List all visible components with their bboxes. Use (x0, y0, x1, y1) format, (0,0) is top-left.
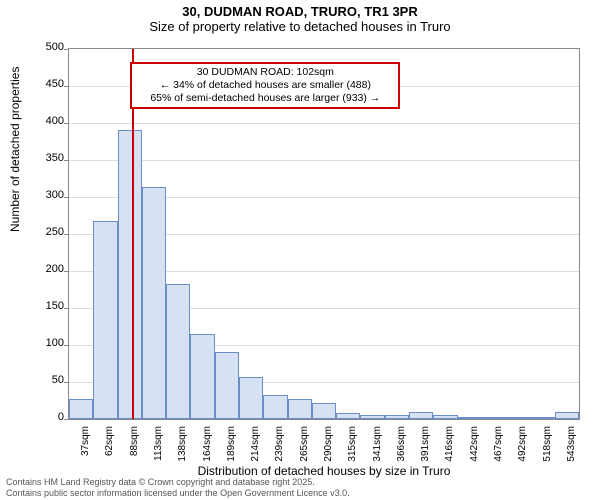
histogram-bar (118, 130, 142, 419)
x-tick-label: 62sqm (104, 426, 115, 486)
histogram-bar (288, 399, 312, 419)
x-tick-label: 290sqm (323, 426, 334, 486)
histogram-bar (482, 417, 506, 419)
histogram-bar (409, 412, 433, 419)
x-tick-label: 189sqm (226, 426, 237, 486)
title-block: 30, DUDMAN ROAD, TRURO, TR1 3PR Size of … (0, 0, 600, 34)
x-tick-label: 113sqm (153, 426, 164, 486)
chart-title-address: 30, DUDMAN ROAD, TRURO, TR1 3PR (0, 4, 600, 19)
x-tick-label: 138sqm (177, 426, 188, 486)
histogram-bar (336, 413, 360, 419)
x-tick-label: 492sqm (517, 426, 528, 486)
y-tick (64, 271, 69, 272)
histogram-bar (555, 412, 579, 419)
histogram-bar (263, 395, 287, 419)
y-tick-label: 350 (24, 152, 64, 164)
footer-line-2: Contains public sector information licen… (6, 488, 350, 498)
y-tick-label: 200 (24, 263, 64, 275)
x-tick-label: 391sqm (420, 426, 431, 486)
histogram-bar (93, 221, 117, 419)
x-tick-label: 416sqm (444, 426, 455, 486)
y-axis-label: Number of detached properties (8, 67, 22, 232)
y-tick (64, 160, 69, 161)
histogram-bar (385, 415, 409, 419)
y-tick-label: 100 (24, 337, 64, 349)
x-tick-label: 37sqm (80, 426, 91, 486)
annotation-line: 30 DUDMAN ROAD: 102sqm (138, 66, 392, 79)
y-tick (64, 308, 69, 309)
histogram-bar (506, 417, 530, 419)
annotation-box: 30 DUDMAN ROAD: 102sqm← 34% of detached … (130, 62, 400, 109)
histogram-bar (142, 187, 166, 419)
gridline (69, 123, 579, 124)
x-tick-label: 214sqm (250, 426, 261, 486)
y-tick-label: 400 (24, 115, 64, 127)
histogram-bar (360, 415, 384, 419)
x-tick-label: 88sqm (129, 426, 140, 486)
y-tick-label: 450 (24, 78, 64, 90)
histogram-bar (433, 415, 457, 419)
chart-title-desc: Size of property relative to detached ho… (0, 19, 600, 34)
chart-plot-area: 30 DUDMAN ROAD: 102sqm← 34% of detached … (68, 48, 580, 420)
y-tick-label: 500 (24, 41, 64, 53)
histogram-bar (239, 377, 263, 419)
x-tick-label: 239sqm (274, 426, 285, 486)
histogram-bar (458, 417, 482, 419)
histogram-bar (69, 399, 93, 419)
gridline (69, 160, 579, 161)
y-tick-label: 50 (24, 374, 64, 386)
x-tick-label: 366sqm (396, 426, 407, 486)
x-tick-label: 341sqm (372, 426, 383, 486)
x-tick-label: 467sqm (493, 426, 504, 486)
x-tick-label: 518sqm (542, 426, 553, 486)
y-tick-label: 250 (24, 226, 64, 238)
histogram-bar (312, 403, 336, 419)
x-tick-label: 265sqm (299, 426, 310, 486)
x-tick-label: 442sqm (469, 426, 480, 486)
y-tick (64, 49, 69, 50)
y-tick (64, 123, 69, 124)
y-tick (64, 86, 69, 87)
y-tick (64, 234, 69, 235)
chart-container: 30, DUDMAN ROAD, TRURO, TR1 3PR Size of … (0, 0, 600, 500)
y-tick-label: 300 (24, 189, 64, 201)
x-tick-label: 543sqm (566, 426, 577, 486)
y-tick (64, 382, 69, 383)
y-tick (64, 345, 69, 346)
histogram-bar (530, 417, 554, 419)
x-tick-label: 315sqm (347, 426, 358, 486)
y-tick (64, 197, 69, 198)
y-tick-label: 150 (24, 300, 64, 312)
annotation-line: ← 34% of detached houses are smaller (48… (138, 79, 392, 92)
y-tick-label: 0 (24, 411, 64, 423)
histogram-bar (190, 334, 214, 419)
y-tick (64, 419, 69, 420)
histogram-bar (166, 284, 190, 419)
histogram-bar (215, 352, 239, 419)
x-tick-label: 164sqm (202, 426, 213, 486)
annotation-line: 65% of semi-detached houses are larger (… (138, 92, 392, 105)
